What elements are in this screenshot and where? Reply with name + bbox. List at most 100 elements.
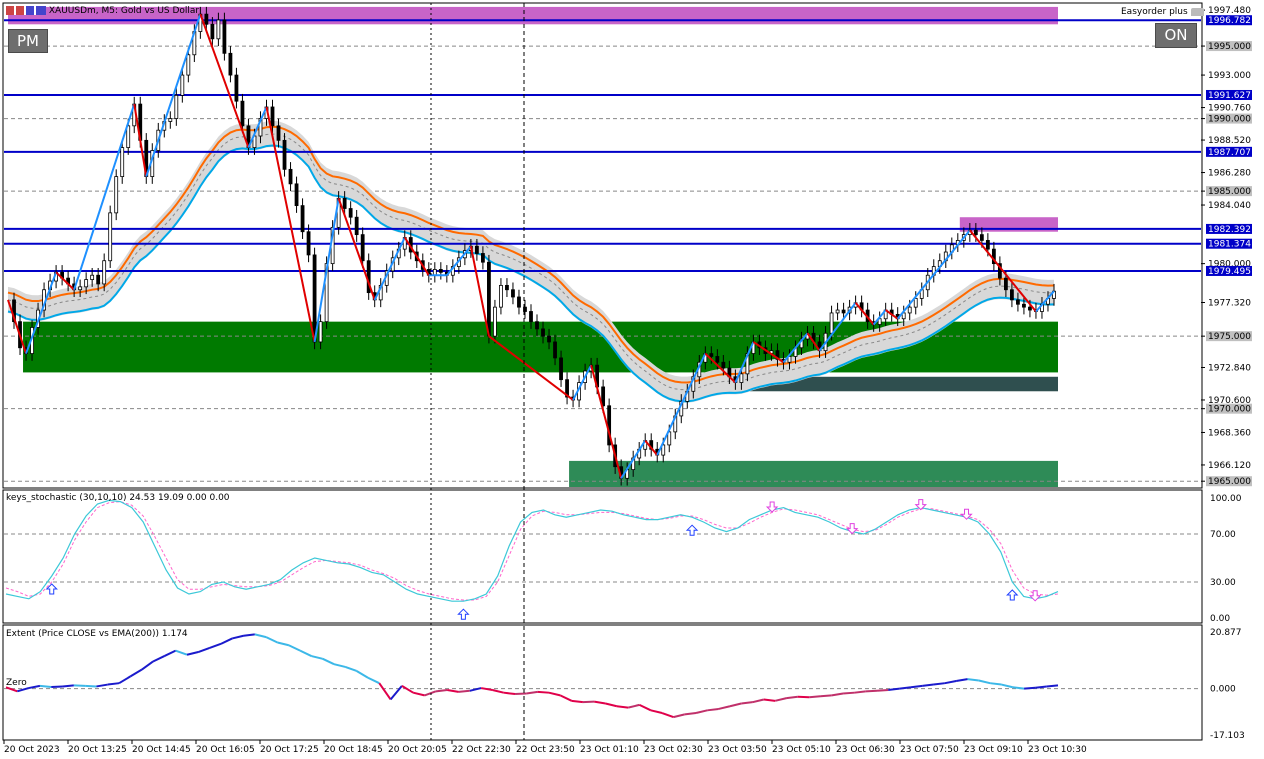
- bull-candle: [120, 147, 125, 178]
- bear-candle: [841, 309, 846, 314]
- extent-segment: [17, 687, 29, 693]
- pm-button[interactable]: PM: [8, 29, 48, 53]
- extent-segment: [401, 685, 414, 694]
- bear-candle: [438, 269, 443, 273]
- price-level-label: 1979.495: [1208, 267, 1251, 277]
- zigzag-up-segment: [145, 13, 202, 177]
- zigzag-up-segment: [656, 353, 707, 456]
- stoch-main-line: [5, 499, 1059, 602]
- bull-candle: [78, 286, 83, 291]
- zigzag-layer: [7, 13, 1055, 479]
- extent-layer: 20.877 0.000 -17.103: [4, 628, 1245, 741]
- zigzag-up-segment: [896, 229, 971, 320]
- stoch-tick-label: 30.00: [1210, 578, 1236, 588]
- price-tick-label: 1985.000: [1208, 187, 1251, 197]
- extent-segment: [797, 695, 810, 699]
- bear-candle: [354, 216, 359, 236]
- extent-segment: [277, 641, 290, 647]
- bear-candle: [559, 357, 563, 381]
- price-tick-label: 1986.280: [1208, 169, 1251, 179]
- extent-segment: [186, 651, 199, 656]
- bear-candle: [553, 341, 557, 359]
- bear-candle: [300, 205, 305, 233]
- extent-segment: [718, 705, 731, 710]
- zigzag-down-segment: [806, 332, 821, 352]
- bull-candle: [499, 284, 503, 308]
- time-tick-label: 20 Oct 14:45: [132, 745, 191, 755]
- price-tick-label: 1990.000: [1208, 115, 1251, 125]
- zigzag-up-segment: [73, 103, 136, 291]
- bear-candle: [1022, 303, 1026, 308]
- price-tick-label: 1993.000: [1208, 71, 1251, 81]
- hat-icon[interactable]: [1190, 7, 1204, 16]
- stoch-buy-arrow-icon: [45, 583, 58, 595]
- extent-segment: [458, 689, 470, 693]
- extent-segment: [922, 683, 934, 687]
- zigzag-up-segment: [734, 341, 755, 383]
- bull-candle: [114, 176, 119, 214]
- price-label-bg-grey: [1206, 331, 1252, 342]
- extent-segment: [389, 685, 403, 701]
- extent-segment: [627, 703, 640, 709]
- extent-zero-label: Zero: [6, 678, 27, 688]
- extent-segment: [571, 699, 584, 704]
- extent-panel[interactable]: [2, 624, 1203, 741]
- bull-candle: [174, 94, 179, 119]
- price-label-bg-blue: [1206, 15, 1252, 26]
- price-tick-label: 1980.000: [1208, 260, 1251, 270]
- price-label-bg-blue: [1206, 238, 1252, 249]
- stoch-sell-arrow-icon: [914, 499, 927, 511]
- extent-segment: [956, 678, 968, 683]
- bear-candle: [601, 386, 606, 407]
- time-tick-label: 23 Oct 02:30: [644, 745, 703, 755]
- zigzag-down-segment: [133, 103, 148, 177]
- extent-segment: [311, 655, 323, 660]
- zigzag-down-segment: [265, 106, 316, 343]
- price-axis[interactable]: 1997.480 1995.000 1993.000 1990.7601990.000…: [1201, 6, 1252, 487]
- stoch-sell-arrow-icon: [845, 523, 859, 535]
- stoch-tick-label: 100.00: [1210, 494, 1242, 504]
- bear-candle: [270, 106, 275, 127]
- bear-candle: [1028, 306, 1032, 311]
- bull-candle: [318, 321, 323, 343]
- time-axis[interactable]: 20 Oct 2023 20 Oct 13:25 20 Oct 14:45 20 Oc…: [3, 740, 1087, 755]
- bear-candle: [1003, 277, 1008, 291]
- extent-segment: [661, 712, 674, 719]
- bull-candle: [186, 54, 191, 76]
- extent-segment: [899, 686, 912, 690]
- extent-segment: [118, 675, 131, 685]
- bear-candle: [481, 253, 485, 263]
- extent-segment: [876, 688, 889, 692]
- extent-segment: [888, 687, 900, 691]
- zigzag-down-segment: [854, 302, 875, 326]
- extent-segment: [741, 701, 753, 705]
- extent-segment: [582, 700, 595, 704]
- extent-segment: [503, 691, 516, 696]
- time-tick-label: 22 Oct 22:30: [452, 745, 511, 755]
- bear-candle: [529, 311, 533, 323]
- extent-segment: [288, 644, 301, 652]
- time-tick-label: 23 Oct 09:10: [964, 745, 1023, 755]
- extent-segment: [345, 665, 358, 672]
- bear-candle: [234, 74, 239, 102]
- time-tick-label: 23 Oct 05:10: [772, 745, 831, 755]
- extent-segment: [978, 679, 991, 685]
- price-label-bg-blue: [1206, 223, 1252, 234]
- extent-segment: [695, 709, 708, 714]
- extent-segment: [559, 694, 573, 702]
- terminal-icon: [6, 6, 46, 15]
- extent-segment: [209, 642, 222, 649]
- bear-candle: [973, 229, 978, 236]
- price-tick-label: 1990.760: [1208, 104, 1251, 114]
- extent-segment: [356, 670, 369, 679]
- on-button[interactable]: ON: [1155, 23, 1197, 48]
- bull-candle: [835, 309, 840, 314]
- bear-candle: [523, 306, 527, 312]
- stoch-sell-arrow-icon: [765, 501, 779, 513]
- time-tick-label: 20 Oct 2023: [4, 745, 60, 755]
- extent-segment: [774, 697, 787, 702]
- time-tick-label: 22 Oct 23:50: [516, 745, 575, 755]
- zigzag-down-segment: [337, 198, 376, 301]
